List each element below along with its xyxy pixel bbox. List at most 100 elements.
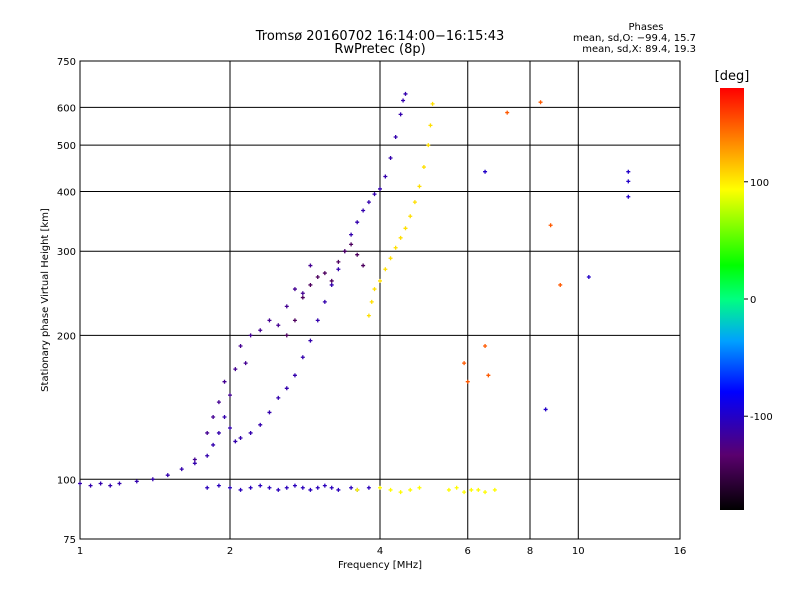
data-point bbox=[369, 299, 374, 304]
y-tick-labels: 75 100 200 300 400 500 600 750 bbox=[57, 57, 76, 546]
phases-header: Phases bbox=[628, 22, 663, 33]
data-point bbox=[388, 256, 393, 261]
data-point bbox=[300, 355, 305, 360]
data-point bbox=[626, 169, 631, 174]
data-point bbox=[248, 333, 253, 338]
data-point bbox=[349, 485, 354, 490]
data-point bbox=[300, 295, 305, 300]
data-point bbox=[308, 263, 313, 268]
data-point bbox=[388, 156, 393, 161]
data-point bbox=[378, 186, 382, 191]
data-point bbox=[284, 386, 289, 391]
data-point bbox=[134, 479, 139, 484]
data-point bbox=[372, 287, 377, 292]
data-point bbox=[430, 101, 435, 106]
data-point bbox=[378, 278, 382, 283]
data-point bbox=[412, 200, 417, 205]
data-point bbox=[300, 291, 305, 296]
data-point bbox=[558, 282, 563, 287]
data-point bbox=[292, 287, 297, 292]
y-tick-label: 400 bbox=[57, 187, 76, 198]
data-point bbox=[378, 485, 382, 490]
y-tick-label: 300 bbox=[57, 247, 76, 258]
data-point bbox=[216, 400, 221, 405]
data-point bbox=[393, 245, 398, 250]
chart-title-line2: RwPretec (8p) bbox=[334, 42, 425, 57]
data-point bbox=[342, 249, 347, 254]
data-point bbox=[267, 318, 272, 323]
data-point bbox=[469, 487, 474, 492]
data-point bbox=[150, 477, 155, 482]
data-point bbox=[408, 214, 413, 219]
data-point bbox=[476, 487, 481, 492]
data-point bbox=[401, 98, 406, 103]
data-point bbox=[366, 485, 371, 490]
data-point bbox=[355, 220, 360, 225]
data-point bbox=[117, 481, 122, 486]
colorbar-tick-label: 0 bbox=[750, 295, 756, 306]
x-tick-label: 10 bbox=[572, 546, 585, 557]
data-point bbox=[329, 485, 334, 490]
data-point bbox=[308, 487, 313, 492]
data-point bbox=[543, 407, 548, 412]
data-point bbox=[372, 192, 377, 197]
data-point bbox=[465, 379, 470, 384]
data-point bbox=[248, 430, 253, 435]
data-point bbox=[267, 410, 272, 415]
data-point bbox=[222, 379, 227, 384]
data-point bbox=[205, 430, 210, 435]
x-tick-label: 16 bbox=[674, 546, 687, 557]
colorbar bbox=[720, 88, 744, 510]
data-point bbox=[426, 143, 431, 148]
x-tick-label: 8 bbox=[527, 546, 533, 557]
colorbar-label: [deg] bbox=[715, 69, 750, 84]
x-tick-label: 4 bbox=[377, 546, 383, 557]
data-point bbox=[483, 490, 488, 495]
colorbar-tick-label: -100 bbox=[750, 412, 773, 423]
data-point bbox=[108, 483, 113, 488]
data-point bbox=[336, 259, 341, 264]
data-point bbox=[238, 487, 243, 492]
y-tick-label: 750 bbox=[57, 57, 76, 68]
data-point bbox=[355, 252, 360, 257]
data-point bbox=[300, 485, 305, 490]
data-point bbox=[355, 487, 360, 492]
data-point bbox=[329, 278, 334, 283]
data-point bbox=[462, 361, 467, 366]
data-point bbox=[336, 267, 341, 272]
data-point bbox=[417, 485, 422, 490]
colorbar-tick-label: 100 bbox=[750, 178, 769, 189]
data-point bbox=[538, 100, 543, 105]
data-point bbox=[586, 274, 591, 279]
data-point bbox=[361, 263, 366, 268]
data-point bbox=[248, 485, 253, 490]
data-point bbox=[216, 430, 221, 435]
data-point bbox=[228, 485, 232, 490]
data-point bbox=[88, 483, 93, 488]
x-axis-label: Frequency [MHz] bbox=[338, 560, 422, 571]
data-point bbox=[276, 323, 281, 328]
data-point bbox=[276, 395, 281, 400]
data-point bbox=[292, 318, 297, 323]
data-point bbox=[78, 481, 82, 486]
data-point bbox=[398, 490, 403, 495]
data-point bbox=[421, 165, 426, 170]
data-point bbox=[205, 453, 210, 458]
data-point bbox=[626, 179, 631, 184]
y-tick-label: 600 bbox=[57, 103, 76, 114]
data-point bbox=[393, 135, 398, 140]
chart-title-line1: Tromsø 20160702 16:14:00−16:15:43 bbox=[255, 29, 505, 44]
data-point bbox=[228, 426, 232, 431]
y-tick-label: 100 bbox=[57, 475, 76, 486]
data-point bbox=[308, 282, 313, 287]
data-point bbox=[284, 485, 289, 490]
y-tick-label: 500 bbox=[57, 141, 76, 152]
data-point bbox=[548, 223, 553, 228]
phases-mean-x: mean, sd,X: 89.4, 19.3 bbox=[582, 44, 696, 55]
data-point bbox=[388, 487, 393, 492]
data-point bbox=[366, 313, 371, 318]
data-point bbox=[322, 299, 327, 304]
data-point bbox=[292, 373, 297, 378]
data-point bbox=[349, 232, 354, 237]
data-point bbox=[238, 344, 243, 349]
